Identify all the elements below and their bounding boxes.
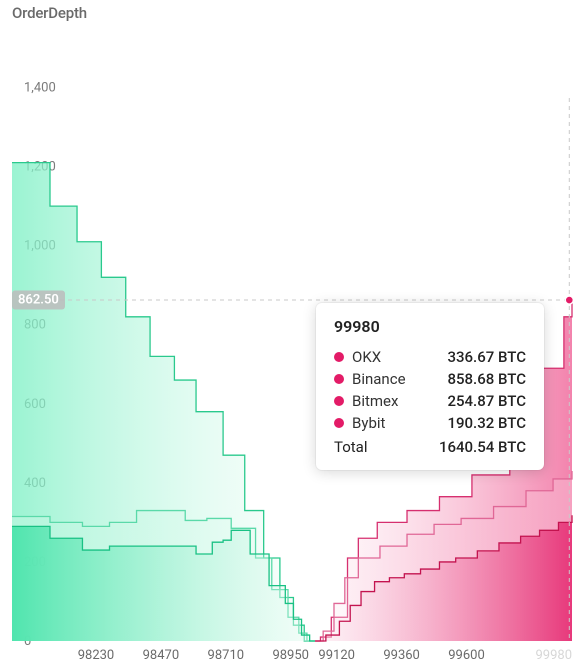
- tooltip-header: 99980: [334, 317, 526, 336]
- series-dot-icon: [334, 352, 344, 362]
- tooltip-exchange: Bybit: [334, 414, 385, 432]
- svg-text:1,400: 1,400: [24, 81, 56, 96]
- tooltip-exchange-value: 190.32 BTC: [447, 414, 526, 432]
- tooltip-total-row: Total 1640.54 BTC: [334, 434, 526, 456]
- svg-text:98230: 98230: [78, 648, 115, 663]
- tooltip-row: Bitmex 254.87 BTC: [334, 390, 526, 412]
- chart-title: OrderDepth: [12, 4, 578, 22]
- series-dot-icon: [334, 418, 344, 428]
- tooltip-rows: OKX 336.67 BTC Binance 858.68 BTC Bitmex 254.…: [334, 346, 526, 434]
- svg-text:99360: 99360: [383, 648, 420, 663]
- svg-text:98470: 98470: [143, 648, 180, 663]
- tooltip-exchange-value: 254.87 BTC: [447, 392, 526, 410]
- tooltip-exchange: Binance: [334, 370, 406, 388]
- tooltip-row: Binance 858.68 BTC: [334, 368, 526, 390]
- chart-area[interactable]: 02004006008001,0001,2001,400982309847098…: [12, 48, 576, 663]
- tooltip-exchange-value: 858.68 BTC: [447, 370, 526, 388]
- tooltip-exchange: Bitmex: [334, 392, 398, 410]
- tooltip-total-value: 1640.54 BTC: [439, 438, 526, 456]
- svg-text:99120: 99120: [318, 648, 355, 663]
- svg-text:98710: 98710: [208, 648, 245, 663]
- tooltip-exchange-name: OKX: [352, 348, 381, 366]
- svg-text:99980: 99980: [535, 648, 572, 663]
- tooltip-row: Bybit 190.32 BTC: [334, 412, 526, 434]
- tooltip-exchange: OKX: [334, 348, 381, 366]
- order-depth-card: OrderDepth 02004006008001,0001,2001,4009…: [0, 0, 578, 663]
- series-dot-icon: [334, 374, 344, 384]
- tooltip-total-label: Total: [334, 438, 368, 456]
- y-marker-badge: 862.50: [12, 291, 65, 310]
- y-marker-value: 862.50: [18, 293, 59, 308]
- svg-text:98950: 98950: [272, 648, 309, 663]
- tooltip-panel: 99980 OKX 336.67 BTC Binance 858.68 BTC Bitm…: [316, 303, 544, 470]
- tooltip-exchange-name: Binance: [352, 370, 406, 388]
- tooltip-exchange-name: Bybit: [352, 414, 385, 432]
- tooltip-exchange-name: Bitmex: [352, 392, 398, 410]
- series-dot-icon: [334, 396, 344, 406]
- tooltip-exchange-value: 336.67 BTC: [447, 348, 526, 366]
- svg-text:99600: 99600: [448, 648, 485, 663]
- tooltip-row: OKX 336.67 BTC: [334, 346, 526, 368]
